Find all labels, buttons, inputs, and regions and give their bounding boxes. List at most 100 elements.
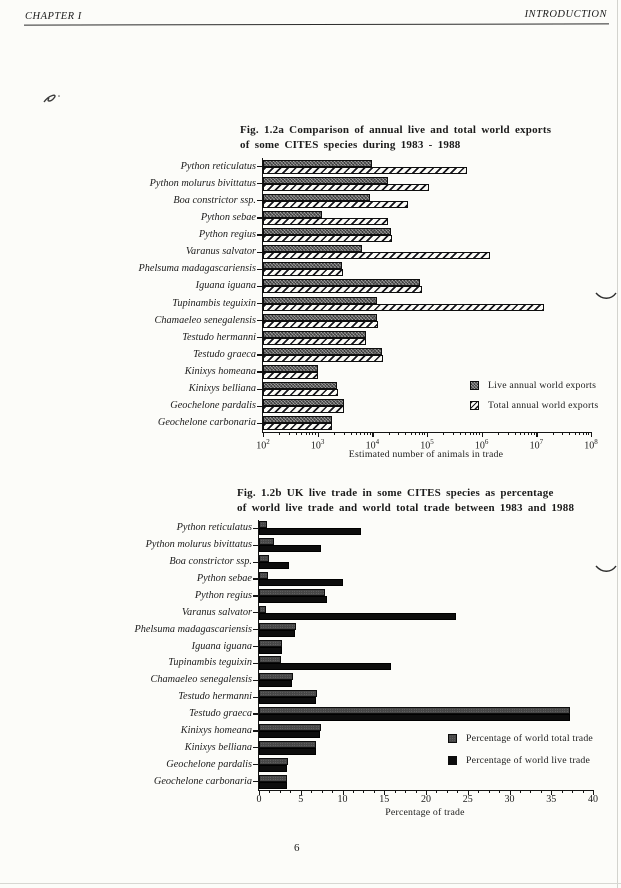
- category-label: Testudo hermanni: [182, 331, 256, 343]
- y-axis-category-tick: [257, 388, 263, 390]
- bar-series2: [259, 595, 327, 603]
- x-axis-tick-label: 105: [420, 438, 434, 452]
- x-axis-tick: [499, 790, 501, 793]
- bar-series2: [263, 183, 430, 191]
- solid-swatch-icon: [448, 755, 457, 765]
- bar-series2: [259, 545, 321, 553]
- x-axis-tick: [367, 432, 369, 435]
- y-axis-category-tick: [257, 320, 263, 322]
- bar-series1: [259, 656, 281, 664]
- x-axis-tick-label: 0: [256, 794, 262, 805]
- x-axis-tick: [300, 790, 302, 795]
- x-axis-tick: [363, 432, 365, 435]
- bar-series2: [263, 372, 318, 380]
- bar-series2: [263, 320, 378, 328]
- legend-label: Total annual world exports: [488, 399, 599, 411]
- figure-1-2a-title: Fig. 1.2a Comparison of annual live and …: [240, 123, 585, 152]
- x-axis-tick: [259, 790, 261, 795]
- x-axis-tick: [479, 432, 481, 435]
- x-axis-tick: [585, 432, 587, 435]
- category-label: Tupinambis teguixin: [172, 297, 256, 309]
- category-label: Testudo graeca: [193, 348, 256, 360]
- category-label: Python molurus bivittatus: [149, 177, 256, 189]
- y-axis-category-tick: [257, 405, 263, 407]
- bar-series2: [263, 200, 409, 208]
- x-axis-tick: [473, 432, 475, 435]
- bar-series1: [259, 673, 294, 681]
- bar-series1: [259, 707, 570, 715]
- x-axis-tick: [582, 432, 584, 435]
- bar-series2: [263, 252, 490, 260]
- plot-area: 102 103 104 105 106 107 108: [256, 158, 598, 451]
- x-axis-tick: [443, 432, 445, 435]
- scan-curl-artifact: [595, 292, 617, 299]
- x-axis-tick: [414, 432, 416, 435]
- x-axis-tick: [531, 432, 533, 435]
- category-label: Chamaeleo senegalensis: [150, 674, 252, 686]
- x-axis-tick: [582, 790, 584, 793]
- x-axis-tick: [459, 432, 461, 435]
- bar-series2: [259, 528, 361, 536]
- x-axis-tick-label: 30: [504, 794, 515, 805]
- x-axis-tick: [269, 790, 271, 793]
- figure-title-line: Fig. 1.2a Comparison of annual live and …: [240, 124, 552, 136]
- x-axis-tick: [309, 432, 311, 435]
- y-axis-category-tick: [257, 217, 263, 219]
- x-axis-tick: [317, 432, 319, 437]
- x-axis-label: Estimated number of animals in trade: [348, 449, 504, 460]
- x-axis-tick: [418, 432, 420, 435]
- bar-series1: [259, 757, 289, 765]
- x-axis-tick: [469, 432, 471, 435]
- x-axis-tick-label: 15: [379, 794, 390, 805]
- bar-series2: [263, 354, 383, 362]
- bar-series1: [259, 572, 269, 580]
- bar-series1: [263, 228, 392, 236]
- x-axis-tick: [465, 432, 467, 435]
- y-axis-category-tick: [253, 696, 259, 698]
- bar-series2: [259, 646, 282, 654]
- bar-series2: [259, 680, 293, 688]
- y-axis-category-tick: [257, 354, 263, 356]
- bar-series2: [263, 337, 367, 345]
- x-axis-tick: [321, 790, 323, 793]
- x-axis-tick: [334, 432, 336, 435]
- legend-item: Live annual world exports: [470, 375, 598, 395]
- x-axis-tick-label: 103: [310, 438, 325, 452]
- x-axis-tick: [263, 432, 265, 437]
- x-axis-tick: [405, 790, 407, 793]
- category-label: Geochelone carbonaria: [157, 417, 256, 429]
- legend-item: Total annual world exports: [470, 395, 598, 415]
- x-axis-tick-label: 35: [546, 794, 557, 805]
- x-axis-tick: [453, 432, 455, 435]
- bar-series1: [263, 245, 363, 253]
- category-label: Geochelone pardalis: [170, 400, 256, 412]
- bar-series1: [263, 262, 343, 270]
- figure-title-line: of world live trade and world total trad…: [237, 501, 575, 514]
- bar-series1: [263, 382, 338, 390]
- category-label: Varanus salvator: [185, 246, 256, 258]
- bar-series2: [263, 217, 388, 225]
- x-axis-tick: [591, 432, 593, 437]
- category-label: Tupinambis teguixin: [168, 657, 252, 669]
- x-axis-tick-label: 102: [256, 438, 270, 452]
- bar-series1: [259, 588, 325, 596]
- x-axis-tick: [312, 432, 314, 435]
- legend-item: Percentage of world total trade: [448, 727, 593, 749]
- category-label: Boa constrictor ssp.: [173, 194, 256, 206]
- y-axis-category-tick: [253, 595, 259, 597]
- category-label: Phelsuma madagascariensis: [134, 623, 252, 635]
- y-axis-category-tick: [257, 165, 263, 168]
- x-axis-tick: [507, 432, 509, 435]
- bar-series2: [263, 303, 545, 311]
- x-axis-tick-label: 108: [584, 438, 598, 452]
- section-header: INTRODUCTION: [524, 9, 607, 20]
- x-axis-tick-label: 20: [421, 794, 431, 805]
- bar-series2: [259, 781, 288, 789]
- y-axis-category-tick: [253, 679, 259, 681]
- y-axis-category-tick: [257, 251, 263, 253]
- x-axis-tick: [561, 790, 563, 793]
- plot-area: 0 5 10 15 20 25 30 35 40: [253, 520, 598, 805]
- category-label: Testudo hermanni: [178, 691, 252, 703]
- x-axis-tick-label: 106: [474, 438, 489, 452]
- x-axis-tick: [552, 432, 554, 435]
